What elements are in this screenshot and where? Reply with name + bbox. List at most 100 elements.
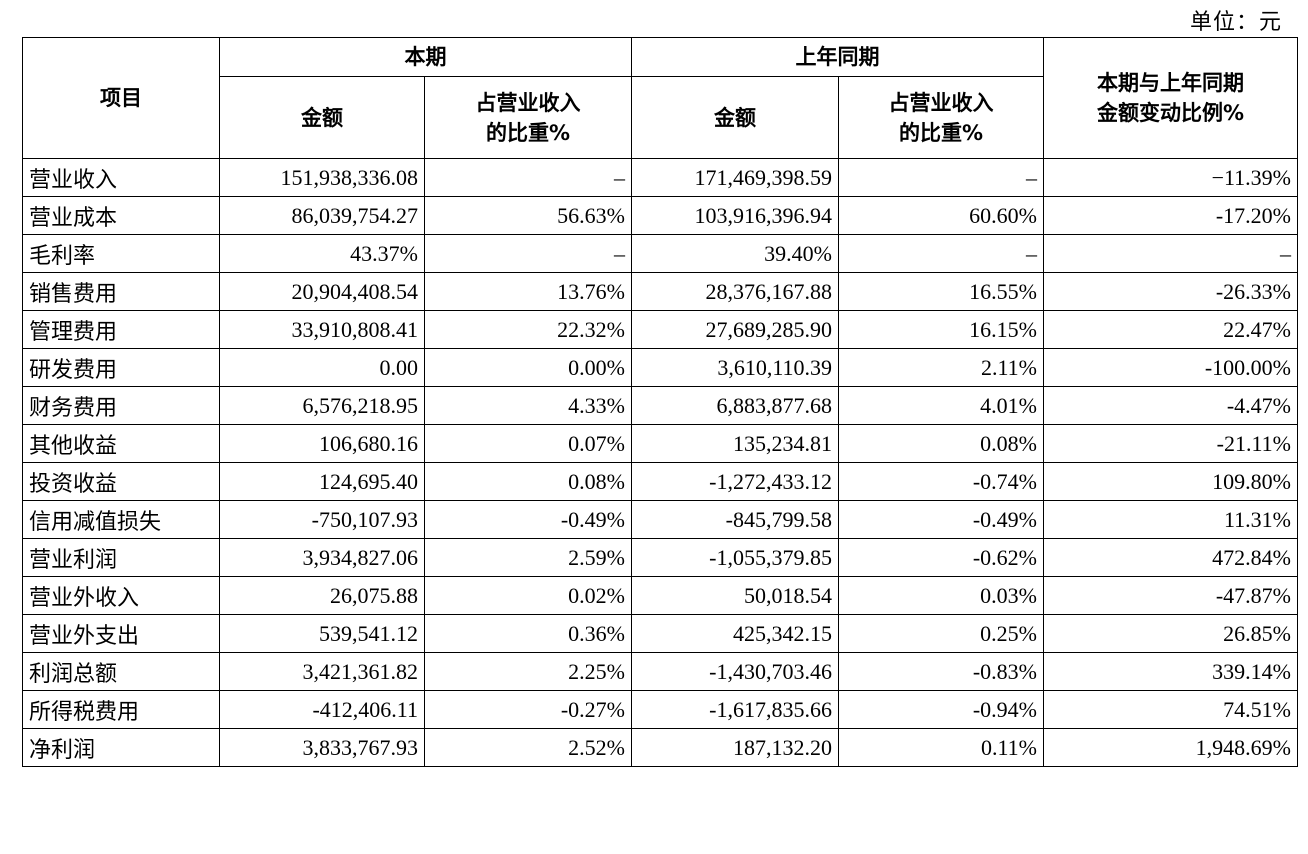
cell-current-amount: 33,910,808.41 [219,310,425,349]
cell-current-amount: 151,938,336.08 [219,158,425,197]
table-body: 营业收入 151,938,336.08–171,469,398.59– −11.39… [22,158,1298,767]
cell-prior-ratio: -0.74% [838,462,1044,501]
table-row: 净利润 3,833,767.93 2.52% 187,132.20 0.11% 1,948… [22,728,1298,767]
cell-prior-amount: -1,055,379.85 [631,538,839,577]
cell-item: 财务费用 [22,386,220,425]
header-change: 本期与上年同期 金额变动比例% [1043,37,1298,159]
cell-prior-amount: 3,610,110.39 [631,348,839,387]
cell-change: -4.47% [1043,386,1298,425]
cell-current-amount: 43.37% [219,234,425,273]
cell-item: 营业成本 [22,196,220,235]
cell-prior-amount: 39.40% [631,234,839,273]
cell-current-amount: 124,695.40 [219,462,425,501]
cell-current-ratio: 2.25% [424,652,632,691]
cell-item: 信用减值损失 [22,500,220,539]
cell-item: 其他收益 [22,424,220,463]
cell-prior-amount: -1,617,835.66 [631,690,839,729]
cell-change: -100.00% [1043,348,1298,387]
cell-current-amount: -750,107.93 [219,500,425,539]
table-row: 营业外支出 539,541.12 0.36% 425,342.15 0.25% 26.85… [22,614,1298,653]
cell-item: 利润总额 [22,652,220,691]
header-prior-period: 上年同期 [631,37,1044,77]
cell-item: 所得税费用 [22,690,220,729]
cell-current-amount: 0.00 [219,348,425,387]
cell-current-amount: 86,039,754.27 [219,196,425,235]
cell-current-ratio: – [424,234,632,273]
cell-prior-amount: 103,916,396.94 [631,196,839,235]
cell-current-ratio: 0.36% [424,614,632,653]
cell-prior-ratio: – [838,158,1044,197]
cell-change: 74.51% [1043,690,1298,729]
cell-prior-ratio: 4.01% [838,386,1044,425]
cell-prior-ratio: -0.94% [838,690,1044,729]
cell-prior-amount: 28,376,167.88 [631,272,839,311]
cell-change: −11.39% [1043,158,1298,197]
cell-prior-amount: 425,342.15 [631,614,839,653]
cell-change: 1,948.69% [1043,728,1298,767]
cell-prior-amount: -1,272,433.12 [631,462,839,501]
cell-current-ratio: -0.49% [424,500,632,539]
cell-prior-ratio: 0.03% [838,576,1044,615]
cell-item: 营业收入 [22,158,220,197]
cell-current-amount: 3,934,827.06 [219,538,425,577]
cell-change: 11.31% [1043,500,1298,539]
cell-change: 26.85% [1043,614,1298,653]
cell-prior-amount: 135,234.81 [631,424,839,463]
table-row: 利润总额 3,421,361.82 2.25% -1,430,703.46 -0.83%… [22,652,1298,691]
header-item: 项目 [22,37,220,159]
cell-item: 管理费用 [22,310,220,349]
cell-prior-amount: -845,799.58 [631,500,839,539]
cell-prior-ratio: 0.25% [838,614,1044,653]
table-row: 营业利润 3,934,827.06 2.59% -1,055,379.85 -0.62%… [22,538,1298,577]
cell-item: 销售费用 [22,272,220,311]
cell-change: 472.84% [1043,538,1298,577]
cell-item: 毛利率 [22,234,220,273]
table-row: 研发费用 0.00 0.00% 3,610,110.39 2.11% -100.00% [22,348,1298,387]
cell-prior-ratio: 0.08% [838,424,1044,463]
cell-prior-amount: 187,132.20 [631,728,839,767]
cell-change: – [1043,234,1298,273]
cell-current-amount: 3,421,361.82 [219,652,425,691]
table-row: 信用减值损失 -750,107.93 -0.49% -845,799.58 -0.49%… [22,500,1298,539]
cell-change: 22.47% [1043,310,1298,349]
cell-prior-amount: -1,430,703.46 [631,652,839,691]
cell-current-amount: 6,576,218.95 [219,386,425,425]
table-row: 销售费用 20,904,408.54 13.76% 28,376,167.88 16.5… [22,272,1298,311]
cell-prior-ratio: 2.11% [838,348,1044,387]
cell-prior-amount: 171,469,398.59 [631,158,839,197]
cell-item: 净利润 [22,728,220,767]
cell-current-amount: 106,680.16 [219,424,425,463]
cell-current-ratio: 22.32% [424,310,632,349]
cell-current-ratio: 56.63% [424,196,632,235]
cell-current-ratio: 4.33% [424,386,632,425]
cell-prior-ratio: 0.11% [838,728,1044,767]
cell-prior-ratio: -0.49% [838,500,1044,539]
cell-prior-ratio: -0.62% [838,538,1044,577]
cell-prior-ratio: 16.55% [838,272,1044,311]
header-prior-ratio: 占营业收入 的比重% [838,76,1044,159]
cell-item: 投资收益 [22,462,220,501]
table-header: 项目 本期 上年同期 本期与上年同期 金额变动比例% 金额 占营业收入 的比重%… [22,37,1298,159]
header-current-ratio: 占营业收入 的比重% [424,76,632,159]
header-prior-amount: 金额 [631,76,839,159]
header-row-1: 项目 本期 上年同期 本期与上年同期 金额变动比例% [22,37,1298,159]
table-row: 毛利率 43.37% –39.40% – – [22,234,1298,273]
cell-current-amount: 26,075.88 [219,576,425,615]
table-row: 财务费用 6,576,218.95 4.33% 6,883,877.68 4.01% -4… [22,386,1298,425]
cell-current-ratio: 0.08% [424,462,632,501]
cell-prior-ratio: – [838,234,1044,273]
cell-current-ratio: 0.07% [424,424,632,463]
cell-prior-amount: 27,689,285.90 [631,310,839,349]
cell-item: 营业外支出 [22,614,220,653]
cell-change: 109.80% [1043,462,1298,501]
table-row: 管理费用 33,910,808.41 22.32% 27,689,285.90 16.1… [22,310,1298,349]
cell-item: 营业外收入 [22,576,220,615]
table-row: 营业成本 86,039,754.27 56.63% 103,916,396.94 60.… [22,196,1298,235]
cell-current-ratio: 2.52% [424,728,632,767]
header-current-period: 本期 [219,37,632,77]
unit-label: 单位：元 [1189,10,1282,35]
cell-item: 研发费用 [22,348,220,387]
cell-change: -21.11% [1043,424,1298,463]
cell-current-amount: -412,406.11 [219,690,425,729]
cell-current-ratio: 2.59% [424,538,632,577]
